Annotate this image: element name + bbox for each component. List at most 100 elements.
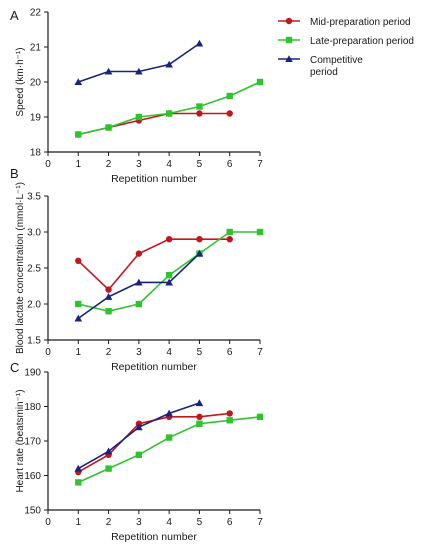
data-point <box>135 67 143 75</box>
legend-marker <box>285 55 293 63</box>
data-point <box>165 60 173 68</box>
x-tick-label: 4 <box>166 347 172 358</box>
series-line <box>77 402 200 470</box>
data-point <box>105 308 112 315</box>
data-point <box>226 228 233 236</box>
y-tick-label: 22 <box>30 8 42 19</box>
y-tick-label: 3.5 <box>27 192 41 203</box>
data-point <box>196 413 203 421</box>
x-tick-label: 4 <box>166 517 172 528</box>
legend: Mid-preparation period Late-preparation p… <box>278 17 414 78</box>
x-tick-label: 3 <box>136 347 142 358</box>
y-tick-label: 160 <box>24 471 41 482</box>
panel-label: B <box>10 166 19 181</box>
data-point <box>196 110 203 117</box>
y-tick-label: 2.0 <box>27 300 41 311</box>
data-point <box>226 410 233 417</box>
x-tick-label: 3 <box>136 517 142 528</box>
panel-label: A <box>10 8 19 23</box>
legend-label: Late-preparation period <box>310 36 414 47</box>
y-axis-title: Heart rate (beatsmin⁻¹) <box>15 389 26 492</box>
data-point <box>226 236 233 243</box>
data-point <box>105 465 112 472</box>
x-axis-title: Repetition number <box>111 531 197 543</box>
x-tick-label: 3 <box>136 159 142 170</box>
data-point <box>226 92 233 100</box>
x-tick-label: 5 <box>197 517 203 528</box>
panel-c: C 0 1 2 3 4 5 6 7 150 160 170 180 190 Repetition numbe… <box>10 360 263 543</box>
y-tick-label: 2.5 <box>27 264 41 275</box>
y-axis-title: Speed (km·h⁻¹) <box>15 47 26 116</box>
panel-a: A 0 1 2 3 4 5 6 7 18 19 20 21 22 Repetition number Spee… <box>10 8 263 186</box>
panel-b: B 0 1 2 3 4 5 6 7 1.5 2.0 2.5 3.0 3.5 Repetition numbe… <box>10 166 263 373</box>
series-line <box>78 112 230 136</box>
x-tick-label: 1 <box>76 347 82 358</box>
x-tick-label: 2 <box>106 159 112 170</box>
data-point <box>74 464 83 472</box>
data-point <box>135 451 143 458</box>
data-point <box>135 250 143 257</box>
data-point <box>165 409 173 417</box>
y-tick-label: 180 <box>24 402 41 413</box>
data-point <box>165 434 173 441</box>
x-tick-label: 6 <box>227 159 233 170</box>
legend-marker <box>285 17 293 25</box>
x-tick-label: 5 <box>197 347 203 358</box>
data-point <box>165 110 173 117</box>
x-tick-label: 0 <box>45 347 51 358</box>
data-point <box>195 249 204 257</box>
series-competitive <box>74 399 204 472</box>
x-tick-label: 6 <box>227 517 233 528</box>
data-point <box>195 39 204 47</box>
data-point <box>74 314 83 322</box>
data-point <box>105 286 112 293</box>
data-point <box>256 228 264 236</box>
data-point <box>165 272 173 279</box>
x-tick-label: 2 <box>106 347 112 358</box>
y-tick-label: 21 <box>30 43 42 54</box>
legend-marker <box>285 36 293 44</box>
data-point <box>165 236 173 243</box>
x-tick-label: 7 <box>257 159 263 170</box>
series-competitive <box>74 249 204 322</box>
data-point <box>135 278 143 286</box>
x-tick-label: 5 <box>197 159 203 170</box>
y-tick-label: 170 <box>24 437 41 448</box>
x-tick-label: 1 <box>76 517 82 528</box>
data-point <box>196 103 203 110</box>
series-mid <box>75 236 233 293</box>
x-axis-title: Repetition number <box>111 361 197 373</box>
data-point <box>135 300 143 308</box>
series-line <box>77 238 230 291</box>
series-mid <box>75 110 233 138</box>
legend-label: period <box>310 67 338 78</box>
series-line <box>78 42 200 83</box>
x-tick-label: 4 <box>166 159 172 170</box>
x-tick-label: 2 <box>106 517 112 528</box>
series-late <box>75 78 264 138</box>
data-point <box>135 113 143 121</box>
data-point <box>104 293 113 300</box>
y-axis-title: Blood lactate concentration (mmol·L⁻¹) <box>15 182 26 354</box>
x-tick-label: 1 <box>76 159 82 170</box>
data-point <box>256 78 264 86</box>
data-point <box>75 479 82 486</box>
data-point <box>165 278 173 286</box>
x-tick-label: 6 <box>227 347 233 358</box>
legend-label: Mid-preparation period <box>310 17 411 28</box>
series-line <box>77 416 261 484</box>
data-point <box>135 423 143 431</box>
data-point <box>74 78 83 86</box>
y-tick-label: 18 <box>30 148 42 159</box>
x-axis-title: Repetition number <box>111 173 197 185</box>
y-tick-label: 19 <box>30 113 42 124</box>
y-tick-label: 20 <box>30 78 42 89</box>
data-point <box>226 110 233 117</box>
series-late <box>75 413 264 486</box>
data-point <box>256 413 264 421</box>
data-point <box>75 300 82 308</box>
y-tick-label: 150 <box>24 506 41 517</box>
y-tick-label: 1.5 <box>27 336 41 347</box>
